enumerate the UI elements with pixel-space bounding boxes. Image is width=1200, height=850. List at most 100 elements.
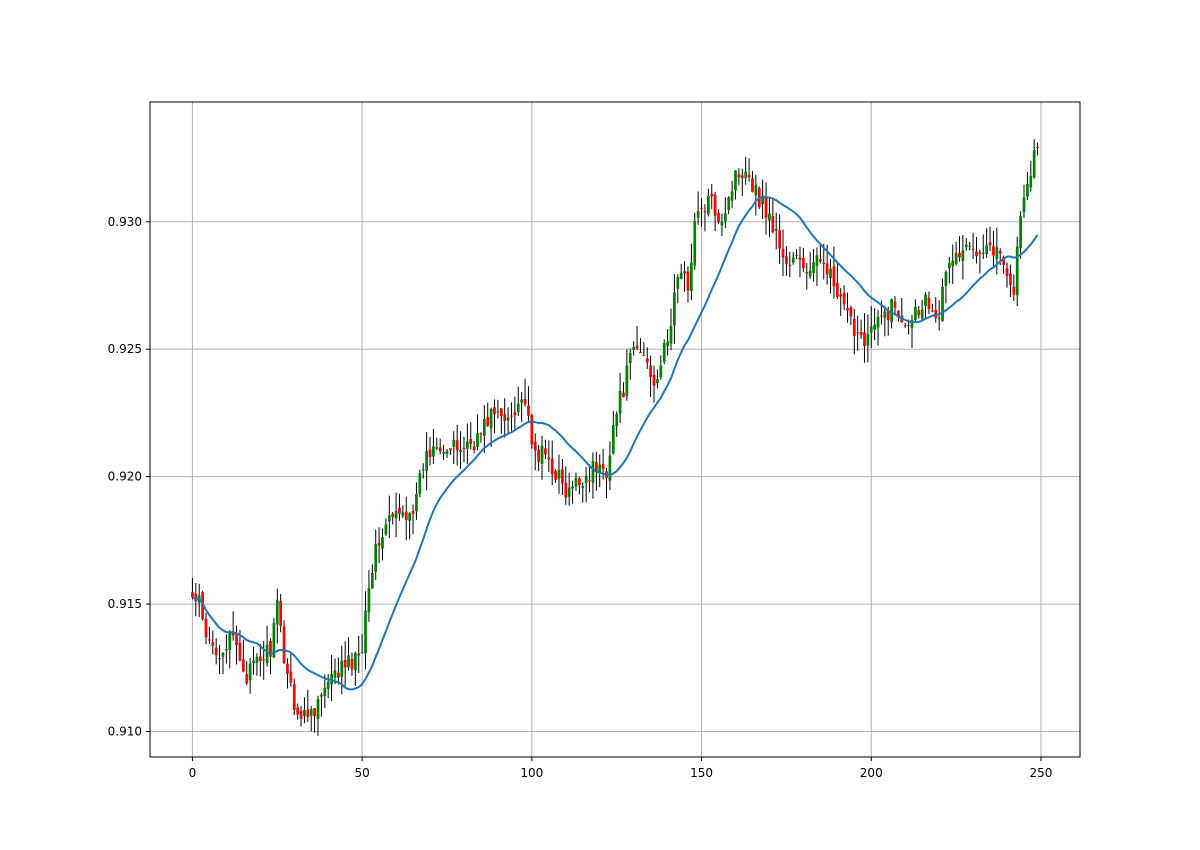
candle-body <box>981 252 985 254</box>
candle-body <box>516 403 520 413</box>
candle-body <box>805 271 809 274</box>
candle-body <box>479 432 483 434</box>
candle-body <box>262 659 266 661</box>
candle-body <box>214 647 218 656</box>
candle-body <box>252 660 255 664</box>
candle-body <box>676 277 680 289</box>
candle-body <box>632 346 636 350</box>
x-axis-ticks: 0 50 100 150 200 250 <box>189 757 1052 780</box>
candle-body <box>428 449 432 457</box>
candle-body <box>326 681 330 689</box>
candle-body <box>530 414 534 445</box>
candle-body <box>571 486 574 489</box>
candle-body <box>316 699 320 720</box>
candle-body <box>706 196 710 215</box>
candle-body <box>520 399 524 403</box>
candle-body <box>696 211 700 218</box>
candle-body <box>191 592 194 598</box>
candle-body <box>1002 256 1005 265</box>
candle-body <box>401 512 405 516</box>
candle-body <box>258 656 262 662</box>
candle-body <box>438 447 442 452</box>
candle-body <box>795 255 798 257</box>
candle-body <box>370 572 374 589</box>
candle-body <box>744 171 748 179</box>
candle-body <box>208 639 211 641</box>
candle-body <box>482 418 486 436</box>
candle-body <box>523 398 527 405</box>
candle-body <box>788 264 792 266</box>
candle-body <box>649 365 652 377</box>
candle-body <box>435 447 439 449</box>
candle-body <box>275 599 279 625</box>
candle-body <box>774 228 778 231</box>
candle-body <box>666 341 669 347</box>
candle-body <box>720 221 724 226</box>
y-tick-label: 0.920 <box>108 470 142 484</box>
candle-body <box>313 708 316 717</box>
candle-body <box>418 473 422 494</box>
candle-body <box>693 220 697 266</box>
candle-body <box>564 482 568 498</box>
candle-body <box>652 374 656 386</box>
candle-body <box>204 618 208 638</box>
candle-body <box>730 191 734 201</box>
candle-body <box>992 246 995 256</box>
candle-body <box>703 211 707 213</box>
candle-body <box>547 457 551 460</box>
candle-body <box>550 458 554 475</box>
candle-body <box>269 640 272 657</box>
candle-body <box>421 469 425 471</box>
candle-body <box>411 510 415 514</box>
candle-body <box>883 311 887 318</box>
candle-body <box>815 255 819 267</box>
candle-body <box>211 642 215 646</box>
candle-body <box>1015 246 1019 296</box>
candle-body <box>985 245 989 255</box>
candle-body <box>869 326 873 333</box>
candle-body <box>357 653 361 656</box>
candle-body <box>245 674 249 684</box>
candle-body <box>873 324 877 330</box>
candle-body <box>859 331 863 336</box>
candle-body <box>567 487 571 497</box>
candle-body <box>374 544 378 572</box>
plot-area-frame <box>149 101 1081 758</box>
candle-body <box>930 310 934 312</box>
candle-body <box>486 416 490 427</box>
candle-body <box>656 379 659 384</box>
candle-body <box>968 245 972 247</box>
y-tick-label: 0.930 <box>108 215 142 229</box>
candle-body <box>866 333 870 346</box>
candle-body <box>272 622 276 658</box>
candle-body <box>907 325 910 327</box>
candle-body <box>465 441 469 449</box>
candle-body <box>381 537 384 549</box>
candle-body <box>798 257 802 260</box>
candle-body <box>683 271 686 274</box>
y-tick-label: 0.910 <box>108 725 142 739</box>
candle-body <box>394 511 398 519</box>
candle-body <box>771 216 775 233</box>
candle-body <box>584 476 588 484</box>
candle-body <box>635 345 639 349</box>
candle-body <box>309 708 313 716</box>
candle-body <box>360 652 364 654</box>
y-tick-label: 0.915 <box>108 597 142 611</box>
candle-body <box>740 175 744 179</box>
candle-body <box>574 478 578 487</box>
candle-body <box>625 365 629 396</box>
candle-body <box>710 193 714 197</box>
moving-average-line <box>191 196 1039 691</box>
candle-body <box>303 710 306 716</box>
candle-body <box>618 391 622 414</box>
candle-body <box>296 707 300 715</box>
candle-body <box>628 353 632 364</box>
candle-body <box>347 655 350 668</box>
candle-body <box>951 260 955 267</box>
candle-body <box>1022 197 1026 213</box>
candle-body <box>353 653 357 671</box>
candle-body <box>241 659 245 672</box>
candle-body <box>947 263 951 269</box>
candle-body <box>802 258 805 269</box>
